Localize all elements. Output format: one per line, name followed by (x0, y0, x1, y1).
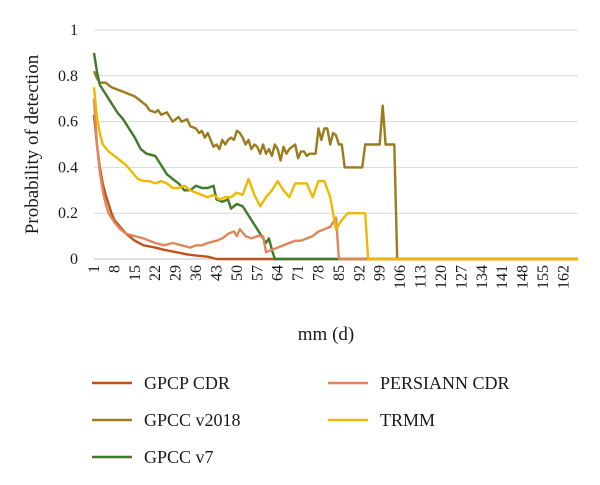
legend-item: GPCP CDR (92, 373, 230, 393)
legend-item: PERSIANN CDR (328, 373, 510, 393)
y-tick-label: 0.2 (58, 205, 78, 222)
x-tick-label: 113 (413, 265, 430, 288)
x-tick-label: 99 (372, 265, 389, 281)
x-tick-label: 127 (453, 265, 470, 289)
x-tick-label: 8 (106, 265, 123, 273)
x-tick-label: 141 (494, 265, 511, 289)
x-tick-label: 148 (515, 265, 532, 289)
y-tick-label: 0 (70, 251, 78, 268)
series-line-gpcp-cdr (92, 114, 578, 261)
series-lines (92, 52, 578, 261)
legend-label: GPCC v2018 (144, 410, 241, 430)
y-tick-label: 0.4 (58, 159, 78, 176)
legend-label: GPCP CDR (144, 373, 230, 393)
x-tick-label: 106 (392, 265, 409, 289)
series-line-gpcc-v2018 (92, 70, 578, 261)
x-tick-label: 57 (249, 265, 266, 281)
y-tick-labels: 0 0.2 0.4 0.6 0.8 1 (58, 22, 78, 268)
legend-label: GPCC v7 (144, 447, 214, 467)
series-line-trmm (92, 87, 578, 261)
x-axis-title: mm (d) (298, 324, 354, 345)
legend-item: GPCC v2018 (92, 410, 241, 430)
y-axis-title: Probability of detection (22, 54, 43, 234)
legend-item: TRMM (328, 410, 435, 430)
series-line-gpcc-v7 (92, 52, 578, 261)
y-tick-label: 0.6 (58, 114, 78, 131)
x-tick-label: 15 (127, 265, 144, 281)
series-line-persiann-cdr (92, 98, 578, 261)
y-tick-label: 0.8 (58, 68, 78, 85)
x-tick-label: 29 (168, 265, 185, 281)
x-tick-label: 162 (555, 265, 572, 289)
legend: GPCP CDR PERSIANN CDR GPCC v2018 TRMM GPCC v… (92, 373, 510, 467)
x-tick-label: 78 (311, 265, 328, 281)
x-tick-label: 85 (331, 265, 348, 281)
gridlines (94, 29, 578, 214)
x-tick-label: 92 (351, 265, 368, 281)
x-tick-label: 155 (535, 265, 552, 289)
x-tick-label: 120 (433, 265, 450, 289)
x-tick-label: 50 (229, 265, 246, 281)
y-tick-label: 1 (70, 22, 78, 39)
legend-label: TRMM (380, 410, 435, 430)
legend-item: GPCC v7 (92, 447, 214, 467)
legend-label: PERSIANN CDR (380, 373, 510, 393)
x-tick-label: 71 (290, 265, 307, 281)
x-tick-label: 43 (208, 265, 225, 281)
x-tick-label: 1 (86, 265, 103, 273)
x-tick-label: 36 (188, 265, 205, 281)
x-tick-label: 134 (474, 265, 491, 289)
x-tick-label: 64 (270, 265, 287, 281)
x-tick-labels: 1 8 15 22 29 36 43 50 57 64 71 78 85 92 99 106 113 120 127… (86, 265, 572, 289)
x-tick-label: 22 (147, 265, 164, 281)
